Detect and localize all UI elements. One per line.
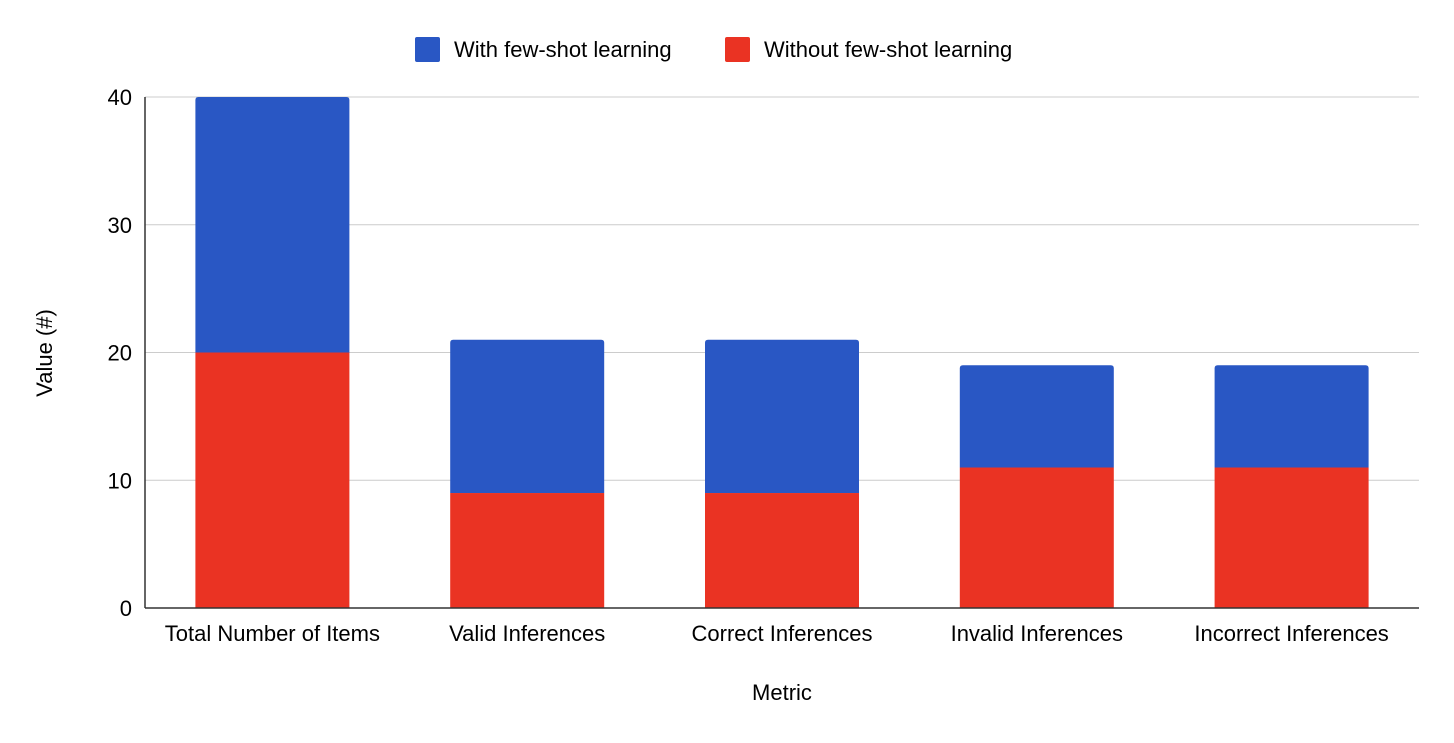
- y-tick-label: 0: [120, 596, 132, 621]
- x-axis-title: Metric: [752, 680, 812, 705]
- bar-segment: [959, 365, 1114, 468]
- bar-segment: [1214, 467, 1369, 608]
- x-tick-label: Valid Inferences: [449, 621, 605, 646]
- x-tick-label: Correct Inferences: [692, 621, 873, 646]
- bar-segment: [195, 352, 350, 608]
- y-tick-label: 10: [108, 468, 132, 493]
- bar-segment: [705, 493, 859, 608]
- legend-label: With few-shot learning: [454, 37, 672, 62]
- bar-segment: [450, 339, 605, 494]
- y-tick-label: 40: [108, 85, 132, 110]
- x-tick-label: Incorrect Inferences: [1194, 621, 1388, 646]
- axes: 0 10 20 30 40 Total Number of Items Valid Infe…: [108, 85, 1419, 646]
- y-axis-title: Value (#): [32, 309, 57, 397]
- bar-segment: [450, 493, 605, 608]
- legend-swatch: [415, 37, 440, 62]
- legend-swatch: [725, 37, 750, 62]
- x-tick-label: Total Number of Items: [165, 621, 380, 646]
- bar-segment: [959, 467, 1114, 608]
- bar-segment: [705, 339, 859, 494]
- bars: [195, 97, 1369, 608]
- bar-segment: [1214, 365, 1369, 468]
- legend-label: Without few-shot learning: [764, 37, 1012, 62]
- legend: With few-shot learning Without few-shot l…: [415, 37, 1012, 62]
- x-tick-label: Invalid Inferences: [951, 621, 1123, 646]
- y-tick-label: 20: [108, 341, 132, 366]
- bar-segment: [195, 97, 350, 353]
- y-tick-label: 30: [108, 213, 132, 238]
